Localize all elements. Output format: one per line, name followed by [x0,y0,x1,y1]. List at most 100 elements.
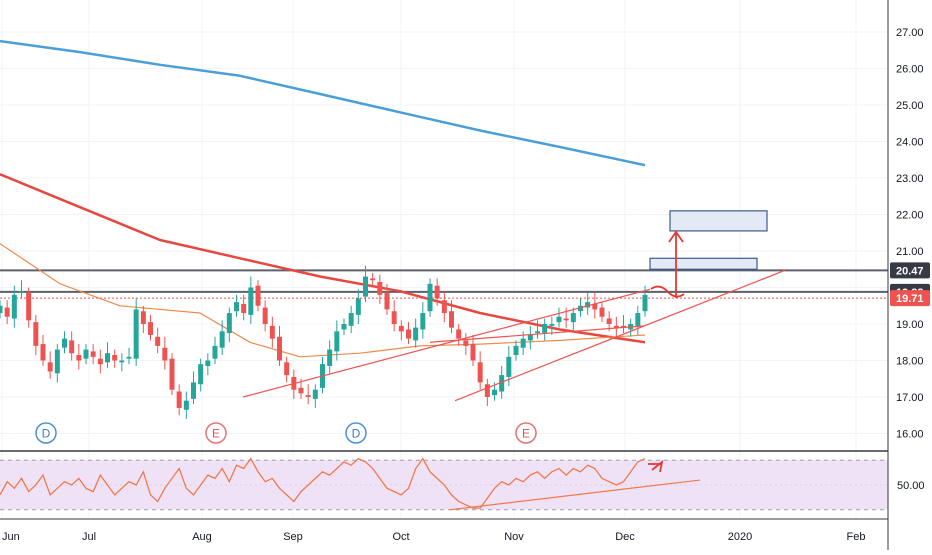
price-badge-label: 20.47 [896,265,924,277]
candle-body [513,345,519,356]
candle-body [76,355,82,361]
price-tick-label: 23.00 [896,173,924,185]
candle-body [592,303,598,310]
time-tick-label: Dec [615,531,635,543]
candle-body [406,329,411,339]
candle-body [391,311,397,324]
candle-body [434,285,440,299]
candle-body [377,282,383,295]
candle-body [90,351,96,357]
candle-body [420,313,426,330]
candle-body [463,340,469,346]
candlesticks [0,265,648,419]
rsi-trendline [449,479,701,511]
candle-body [162,347,168,361]
price-tick-label: 22.00 [896,210,924,222]
target-zone [649,257,758,270]
candle-body [642,294,648,312]
candle-body [578,305,583,312]
time-tick-label: 2020 [728,531,752,543]
candle-body [212,345,218,359]
trendline [454,269,786,402]
event-marker-label: E [212,427,220,441]
price-badge [890,262,930,279]
candle-body [506,356,512,377]
candle-body [413,327,419,341]
candle-body [492,389,497,396]
candle-body [54,349,60,374]
moving-averages [0,39,646,358]
candle-body [248,287,254,315]
time-tick-label: Oct [392,531,409,543]
price-tick-label: 25.00 [896,100,924,112]
price-tick-label: 19.00 [896,319,924,331]
candle-body [148,322,153,335]
candle-body [62,338,67,348]
event-marker-label: D [352,427,361,441]
candle-body [341,324,347,330]
price-tick-label: 21.00 [896,246,924,258]
candle-body [527,334,533,341]
candle-body [83,349,89,359]
candle-body [484,384,490,397]
candle-body [241,303,247,314]
time-tick-label: Feb [847,531,866,543]
candle-body [105,353,110,363]
candle-body [334,331,340,352]
gridlines [0,0,888,518]
rsi-line [0,457,646,509]
time-tick-label: Aug [192,531,212,543]
candle-body [606,318,612,324]
candle-body [284,362,290,376]
candle-body [585,302,591,308]
event-marker [515,422,537,444]
time-tick-label: Sep [283,531,303,543]
candle-body [520,338,526,348]
candle-body [277,336,282,361]
candle-body [398,325,404,332]
time-tick-label: Jun [2,531,20,543]
time-tick-label: Jul [82,531,96,543]
candle-body [205,360,211,366]
candle-body [234,302,239,312]
candle-body [119,360,125,363]
candle-body [298,387,304,394]
candle-body [26,292,32,321]
candle-body [355,298,361,315]
candle-body [0,305,3,314]
candle-body [621,325,626,328]
candle-body [363,276,368,297]
candle-body [535,331,540,334]
price-badge-label: 19.71 [896,293,924,305]
candle-body [183,400,189,410]
price-axis[interactable]: 16.0017.0018.0019.0020.0021.0022.0023.00… [887,0,932,550]
event-marker-label: D [42,427,51,441]
candle-body [613,325,619,328]
time-axis[interactable]: Jun Jul Aug Sep Oct Nov Dec 2020 Feb [2,531,865,543]
trendline [429,325,646,343]
rsi-arrow-head [651,459,664,473]
price-tick-label: 27.00 [896,27,924,39]
trendlines [242,269,786,402]
candle-body [97,358,103,365]
candle-body [176,391,182,408]
candle-body [19,291,24,293]
candle-body [69,340,75,354]
candle-body [255,285,261,306]
candle-body [169,358,175,390]
candle-body [370,278,376,281]
candle-body [140,311,146,324]
candle-body [269,325,275,339]
candle-body [499,375,505,392]
projection-scribble [650,285,685,298]
rsi-tick-label: 50.00 [897,480,925,492]
candle-body [191,382,196,399]
event-marker-label: E [522,427,530,441]
candle-body [570,313,576,323]
candle-body [33,322,39,346]
candle-body [563,318,569,321]
candle-body [133,309,139,359]
